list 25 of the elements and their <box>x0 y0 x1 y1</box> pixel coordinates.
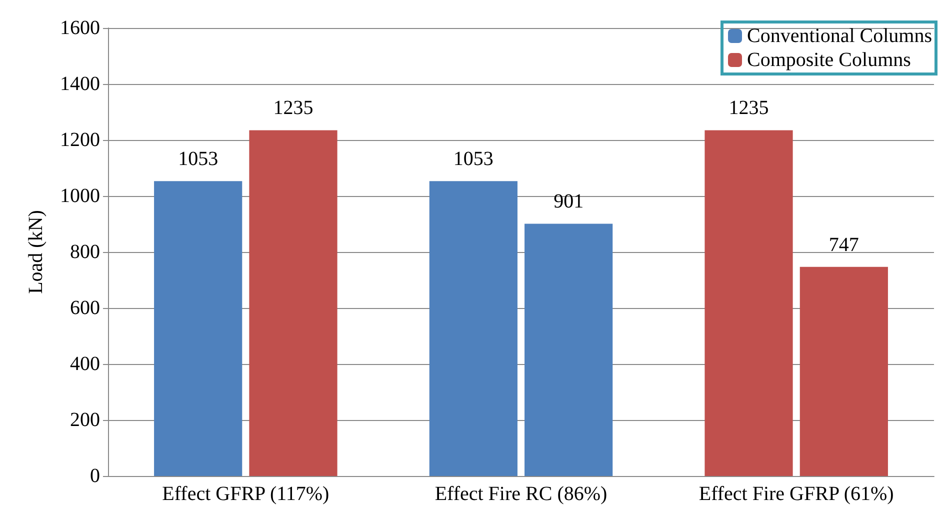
data-label: 1235 <box>728 97 769 120</box>
legend-label: Composite Columns <box>747 49 912 71</box>
bar <box>800 266 888 476</box>
y-tick-label: 1400 <box>60 73 100 95</box>
data-label: 747 <box>828 234 859 256</box>
bar <box>154 181 242 476</box>
x-tick-label: Effect Fire GFRP (61%) <box>698 483 894 505</box>
y-tick-label: 1600 <box>60 17 100 39</box>
data-label: 1053 <box>178 148 218 170</box>
y-tick-label: 1200 <box>60 129 100 151</box>
bar <box>249 130 338 476</box>
y-axis-title: Load (kN) <box>25 210 47 294</box>
x-tick-label: Effect Fire RC (86%) <box>434 483 608 505</box>
y-tick-label: 0 <box>90 465 100 487</box>
y-tick-label: 400 <box>70 353 100 375</box>
data-label: 901 <box>554 190 584 213</box>
y-tick-label: 800 <box>70 241 100 263</box>
legend-label: Conventional Columns <box>747 25 932 47</box>
x-tick-label: Effect GFRP (117%) <box>162 483 330 505</box>
y-tick-label: 1000 <box>60 185 100 207</box>
y-tick-label: 200 <box>70 409 100 431</box>
bar <box>429 181 518 476</box>
data-label: 1053 <box>453 148 494 170</box>
y-tick-label: 600 <box>70 297 100 319</box>
data-label: 1235 <box>273 97 314 120</box>
